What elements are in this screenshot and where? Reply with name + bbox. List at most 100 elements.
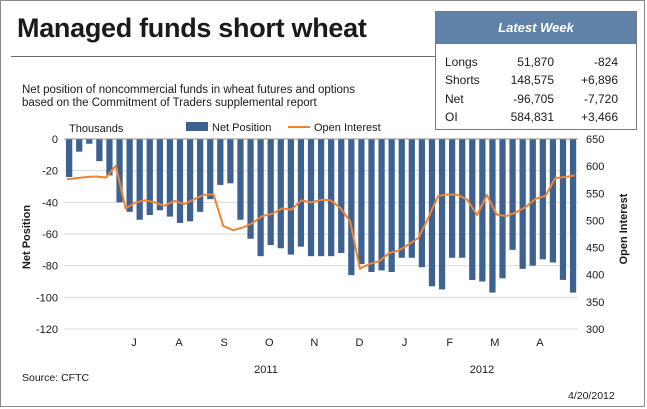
net-position-bar	[76, 139, 83, 152]
net-position-bar	[166, 139, 174, 217]
latest-week-header: Latest Week	[436, 12, 636, 44]
x-month-label: J	[402, 337, 408, 349]
net-position-bar	[217, 139, 224, 185]
x-month-label: J	[131, 337, 137, 349]
net-position-bar	[106, 139, 113, 176]
chart-title: Managed funds short wheat	[17, 13, 367, 43]
y-right-tick-label: 500	[586, 215, 604, 227]
row-label: Shorts	[445, 73, 480, 87]
x-month-label: A	[175, 337, 183, 349]
net-position-bar	[348, 139, 355, 276]
title-underline	[11, 56, 435, 57]
subtitle-line-1: Net position of noncommercial funds in w…	[22, 84, 356, 96]
y-right-tick-label: 450	[586, 243, 604, 255]
net-position-bar	[297, 139, 305, 247]
y-left-tick-label: -120	[36, 324, 58, 336]
net-position-bar	[489, 139, 496, 293]
row-change: -7,720	[583, 92, 618, 106]
net-position-bar	[559, 139, 567, 280]
x-year-label: 2012	[470, 364, 494, 376]
net-position-bar	[378, 139, 385, 271]
row-value: -96,705	[513, 92, 554, 106]
net-position-bar	[186, 139, 194, 222]
y-right-tick-label: 350	[586, 297, 604, 309]
source-note: Source: CFTC	[22, 372, 90, 384]
net-position-bar	[569, 139, 577, 293]
net-position-bar	[257, 139, 264, 257]
row-value: 148,575	[510, 73, 554, 87]
net-position-bar	[328, 139, 335, 257]
net-position-bar	[156, 139, 163, 211]
subtitle-line-2: based on the Commitment of Traders suppl…	[22, 97, 317, 109]
latest-week-row-shorts: Shorts 148,575 +6,896	[436, 73, 636, 89]
net-position-bar	[438, 139, 446, 290]
y-right-tick-label: 300	[586, 324, 604, 336]
net-position-bar	[448, 139, 456, 258]
x-month-label: F	[446, 337, 453, 349]
row-label: OI	[445, 110, 458, 124]
net-position-bar	[237, 139, 244, 220]
y-left-tick-label: -20	[42, 166, 58, 178]
net-position-bar	[479, 139, 486, 282]
row-label: Longs	[445, 55, 478, 69]
chart-subtitle: Net position of noncommercial funds in w…	[22, 84, 355, 110]
net-position-bar	[66, 139, 73, 177]
net-position-bar	[398, 139, 405, 258]
x-month-label: S	[221, 337, 228, 349]
x-month-label: N	[310, 337, 318, 349]
y-right-tick-label: 400	[586, 270, 604, 282]
net-position-bar	[317, 139, 325, 257]
net-position-bar	[247, 139, 254, 239]
row-value: 51,870	[517, 55, 554, 69]
x-month-label: A	[536, 337, 544, 349]
net-position-bar	[146, 139, 153, 215]
x-month-label: D	[356, 337, 364, 349]
net-position-bar	[539, 139, 546, 260]
y-left-tick-label: -100	[36, 292, 58, 304]
net-position-bar	[287, 139, 294, 255]
net-position-bar	[267, 139, 274, 246]
y-right-axis-title: Open Interest	[618, 193, 630, 264]
row-change: +6,896	[580, 73, 618, 87]
y-left-tick-label: -40	[42, 197, 58, 209]
net-position-bar	[96, 139, 103, 162]
x-year-label: 2011	[254, 364, 278, 376]
row-label: Net	[445, 92, 464, 106]
net-position-bar	[428, 139, 436, 287]
net-position-bar	[509, 139, 516, 250]
net-position-bar	[277, 139, 284, 249]
y-left-axis-title: Net Position	[21, 205, 33, 269]
y-left-tick-label: -60	[42, 229, 58, 241]
net-position-bar	[408, 139, 415, 258]
net-position-bar	[207, 139, 214, 200]
net-position-bar	[469, 139, 476, 280]
x-month-label: M	[490, 337, 499, 349]
net-position-bar	[227, 139, 234, 184]
latest-week-row-net: Net -96,705 -7,720	[436, 92, 636, 108]
net-position-bar	[197, 139, 204, 212]
net-position-bar	[86, 139, 93, 144]
x-month-label: O	[265, 337, 274, 349]
net-position-bar	[358, 139, 365, 265]
y-right-tick-label: 600	[586, 161, 604, 173]
net-position-bar	[499, 139, 506, 279]
y-left-tick-label: -80	[42, 261, 58, 273]
net-position-bar	[338, 139, 345, 253]
legend-swatch-net-position	[186, 122, 208, 131]
y-left-unit-label: Thousands	[69, 123, 124, 135]
row-change: -824	[593, 55, 618, 69]
net-position-bar	[136, 139, 143, 220]
net-position-bar	[459, 139, 466, 258]
net-position-bar	[549, 139, 557, 263]
net-position-bar	[116, 139, 123, 203]
date-stamp: 4/20/2012	[568, 390, 615, 402]
latest-week-panel: Latest Week Longs 51,870 -824 Shorts 148…	[435, 11, 637, 130]
legend-label-open-interest: Open Interest	[314, 122, 381, 134]
y-left-tick-label: 0	[52, 134, 58, 146]
net-position-bar	[307, 139, 315, 257]
row-value: 584,831	[510, 110, 554, 124]
latest-week-row-longs: Longs 51,870 -824	[436, 55, 636, 71]
row-change: +3,466	[580, 110, 618, 124]
legend-label-net-position: Net Position	[212, 122, 271, 134]
